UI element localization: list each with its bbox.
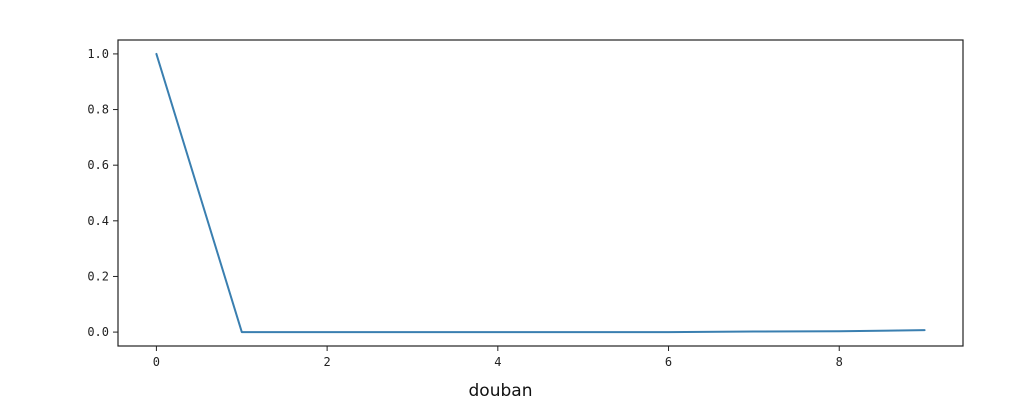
y-tick-label: 0.2 (87, 269, 109, 283)
x-tick-label: 6 (665, 355, 672, 369)
y-tick-label: 0.0 (87, 325, 109, 339)
plot-area-frame (117, 39, 964, 347)
x-axis-ticks: 0 2 4 6 8 (153, 346, 843, 369)
y-tick-label: 0.6 (87, 158, 109, 172)
x-tick-label: 2 (323, 355, 330, 369)
series-group (155, 52, 926, 334)
x-axis-label: douban (469, 381, 533, 401)
series-line (155, 52, 926, 334)
y-tick-label: 0.4 (87, 214, 109, 228)
x-tick-label: 8 (836, 355, 843, 369)
y-tick-label: 0.8 (87, 103, 109, 117)
x-tick-label: 0 (153, 355, 160, 369)
y-tick-label: 1.0 (87, 47, 109, 61)
y-axis-ticks: 0.0 0.2 0.4 0.6 0.8 1.0 (87, 47, 118, 339)
x-tick-label: 4 (494, 355, 501, 369)
